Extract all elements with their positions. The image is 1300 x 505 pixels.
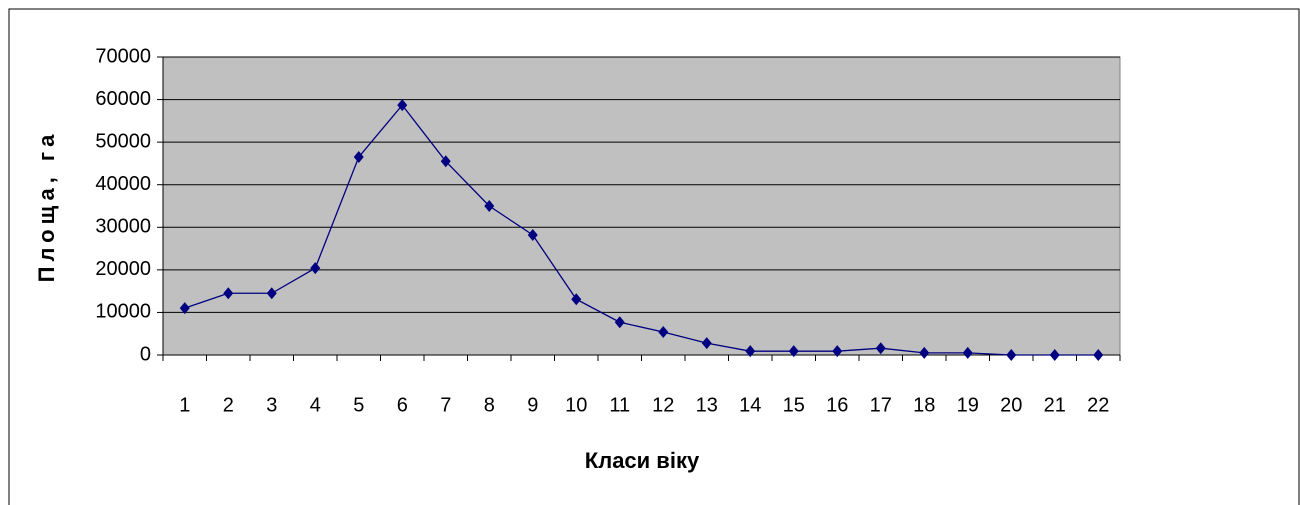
y-tick-label: 70000	[95, 45, 151, 67]
y-axis-title: Площа, га	[34, 130, 59, 283]
marker	[919, 346, 930, 359]
marker	[397, 99, 408, 112]
x-tick-label: 6	[397, 394, 408, 416]
x-tick-label: 19	[957, 394, 979, 416]
x-tick-label: 21	[1044, 394, 1066, 416]
marker	[1006, 349, 1017, 361]
marker	[1049, 349, 1060, 361]
x-tick-label: 10	[565, 394, 587, 416]
frame	[8, 8, 1300, 505]
marker	[614, 316, 625, 329]
x-tick-label: 13	[696, 394, 718, 416]
marker	[875, 342, 886, 355]
marker	[571, 293, 582, 306]
y-tick-label: 20000	[95, 258, 151, 280]
x-tick-label: 11	[609, 394, 630, 416]
plot-area	[162, 56, 1121, 356]
series-line	[184, 104, 1099, 356]
marker	[832, 345, 843, 358]
marker	[484, 200, 495, 212]
x-axis-title: Класи віку	[585, 448, 700, 473]
marker	[179, 302, 190, 315]
x-tick-label: 2	[223, 394, 234, 416]
y-tick-label: 60000	[95, 88, 151, 110]
marker	[266, 287, 277, 300]
marker	[701, 337, 712, 350]
marker	[962, 346, 973, 359]
marker	[745, 345, 756, 358]
x-tick-label: 14	[739, 394, 761, 416]
marker	[353, 151, 364, 164]
x-tick-label: 17	[870, 394, 892, 416]
x-tick-label: 18	[913, 394, 935, 416]
marker	[788, 345, 799, 358]
marker	[310, 262, 321, 275]
x-tick-label: 1	[179, 394, 190, 416]
x-tick-label: 7	[440, 394, 451, 416]
x-tick-label: 9	[527, 394, 538, 416]
marker	[1093, 349, 1104, 361]
marker	[527, 228, 538, 241]
marker	[658, 326, 669, 339]
x-tick-label: 16	[826, 394, 848, 416]
y-tick-label: 50000	[95, 130, 151, 152]
x-tick-label: 22	[1087, 394, 1109, 416]
marker	[223, 287, 234, 300]
x-tick-label: 5	[353, 394, 364, 416]
y-tick-label: 10000	[95, 301, 151, 323]
marker	[440, 155, 451, 168]
y-tick-label: 0	[140, 343, 151, 365]
x-tick-label: 15	[783, 394, 805, 416]
x-tick-label: 4	[310, 394, 321, 416]
x-tick-label: 8	[484, 394, 495, 416]
y-tick-label: 30000	[95, 216, 151, 238]
x-tick-label: 12	[652, 394, 674, 416]
y-tick-label: 40000	[95, 173, 151, 195]
x-tick-label: 3	[266, 394, 277, 416]
x-tick-label: 20	[1000, 394, 1022, 416]
